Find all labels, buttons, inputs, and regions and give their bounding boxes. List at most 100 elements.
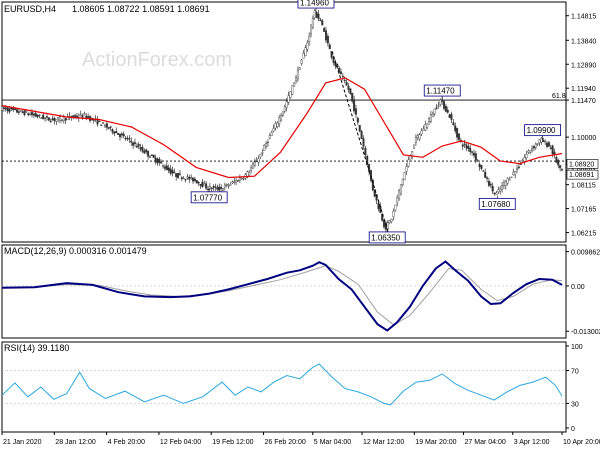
candle-body xyxy=(231,181,234,184)
candle-body xyxy=(542,139,545,143)
candle-body xyxy=(457,133,460,140)
candle-body xyxy=(30,112,33,116)
candle-body xyxy=(178,173,181,175)
macd-panel: 0.009862 0.00 -0.013002 xyxy=(1,250,600,336)
candle-body xyxy=(287,95,290,103)
candle-body xyxy=(414,137,417,143)
candle-body xyxy=(428,118,431,122)
candle-body xyxy=(504,181,507,187)
candle-body xyxy=(1,106,4,111)
candle-body xyxy=(283,106,286,112)
candle-body xyxy=(373,189,376,197)
candle-body xyxy=(238,177,241,181)
x-tick-label: 10 Apr 20:00 xyxy=(563,439,600,446)
candle-body xyxy=(115,131,118,134)
candle-body xyxy=(182,177,185,180)
candle-body xyxy=(454,125,457,132)
candle-body xyxy=(398,190,401,199)
candle-body xyxy=(323,28,326,32)
candle-body xyxy=(45,116,48,118)
candle-body xyxy=(199,184,202,186)
candle-body xyxy=(343,79,346,82)
candle-body xyxy=(51,118,54,121)
candle-body xyxy=(130,140,133,143)
macd-panel-title: MACD(12,26,9) 0.000316 0.001479 xyxy=(4,246,147,256)
candle-body xyxy=(325,30,328,41)
candle-body xyxy=(197,181,200,184)
candle-body xyxy=(523,157,526,162)
macd-signal-line xyxy=(2,265,563,326)
x-tick-label: 3 Apr 12:00 xyxy=(514,439,550,446)
candle-body xyxy=(6,107,9,111)
x-axis: 21 Jan 2020 28 Jan 12:00 4 Feb 20:00 12 Feb… xyxy=(1,432,600,446)
current-price-box: 1.08691 xyxy=(566,169,599,180)
candle-body xyxy=(210,187,213,190)
candle-body xyxy=(246,171,249,178)
macd-line xyxy=(1,260,563,332)
candle-body xyxy=(133,142,136,144)
candle-body xyxy=(486,177,489,179)
candle-body xyxy=(525,153,528,159)
candle-body xyxy=(42,114,45,120)
candle-body xyxy=(448,114,451,118)
candle-body xyxy=(102,122,105,124)
candle-body xyxy=(424,124,427,131)
candle-body xyxy=(493,192,496,194)
candle-body xyxy=(4,107,7,110)
candle-body xyxy=(250,167,253,171)
candle-body xyxy=(546,142,549,147)
candle-body xyxy=(150,154,153,156)
price-ytick-label: 1.12890 xyxy=(571,62,596,69)
price-annotation: 1.06350 xyxy=(368,228,406,244)
candle-body xyxy=(439,99,442,105)
candle-body xyxy=(444,106,447,112)
candle-body xyxy=(516,168,519,170)
candle-body xyxy=(175,173,178,178)
candle-body xyxy=(12,108,15,111)
candle-body xyxy=(15,109,18,113)
candle-body xyxy=(501,185,504,191)
macd-panel-frame xyxy=(1,244,567,339)
candle-body xyxy=(469,148,472,152)
candle-body xyxy=(81,115,84,118)
candle-body xyxy=(21,111,24,113)
candle-body xyxy=(317,13,320,20)
candle-body xyxy=(418,134,421,140)
candle-body xyxy=(113,131,116,134)
price-ytick-label: 1.11470 xyxy=(571,98,596,105)
candle-body xyxy=(19,110,22,112)
candle-body xyxy=(482,170,485,172)
candle-body xyxy=(173,171,176,173)
candle-body xyxy=(319,19,322,22)
candle-body xyxy=(135,145,138,148)
candle-body xyxy=(431,114,434,118)
candle-body xyxy=(296,69,299,80)
candle-body xyxy=(360,131,363,140)
candle-body xyxy=(508,179,511,181)
candle-body xyxy=(242,178,245,180)
candle-body xyxy=(405,166,408,172)
candle-body xyxy=(205,183,208,189)
candle-body xyxy=(128,138,131,140)
candle-body xyxy=(203,183,206,186)
moving-average-line xyxy=(1,77,563,179)
price-box-rect xyxy=(566,159,599,169)
price-ytick-label: 1.13840 xyxy=(571,38,596,45)
candle-body xyxy=(124,137,127,140)
candle-body xyxy=(268,135,271,139)
macd-ytick-label: 0.00 xyxy=(571,284,585,291)
candle-body xyxy=(10,107,13,110)
candle-body xyxy=(416,135,419,139)
candle-body xyxy=(534,143,537,148)
x-tick-label: 5 Mar 04:00 xyxy=(314,439,351,446)
candle-body xyxy=(354,108,357,115)
candle-body xyxy=(349,88,352,94)
candle-body xyxy=(441,100,444,102)
candle-body xyxy=(180,177,183,180)
candle-body xyxy=(259,154,262,158)
candle-body xyxy=(461,144,464,147)
candle-body xyxy=(14,108,17,110)
price-box-rect xyxy=(566,169,599,180)
candle-body xyxy=(304,47,307,57)
candle-body xyxy=(433,108,436,115)
